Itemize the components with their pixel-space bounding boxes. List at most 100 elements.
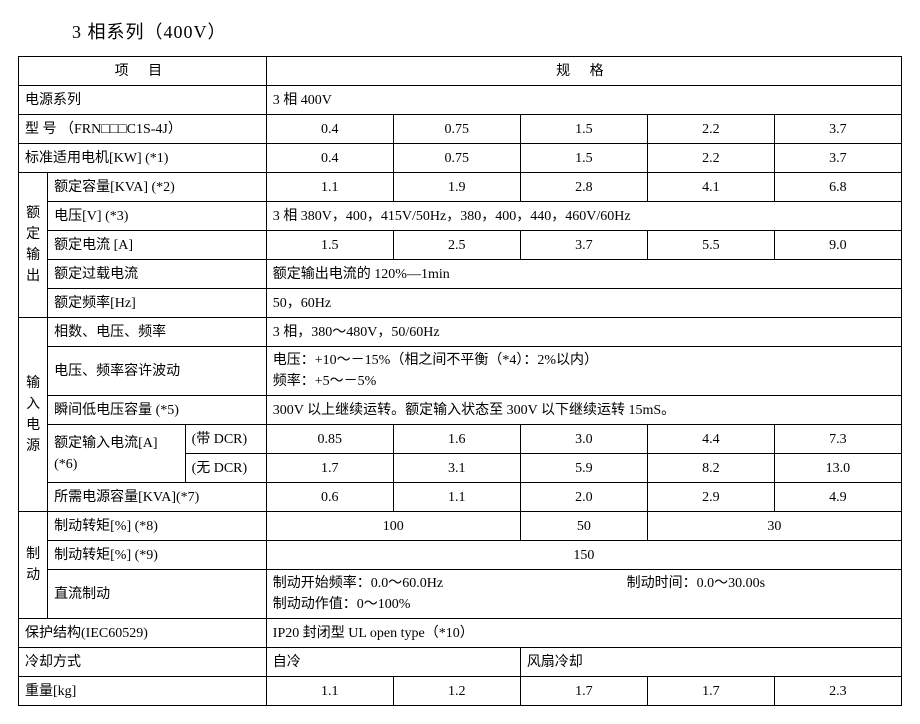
- cooling-label: 冷却方式: [19, 648, 267, 677]
- model-val-3: 2.2: [647, 115, 774, 144]
- ip-nd-0: 1.7: [266, 454, 393, 483]
- ro-cur-4: 9.0: [774, 231, 901, 260]
- ro-freq-label: 额定频率[Hz]: [48, 289, 267, 318]
- ip-wd-3: 4.4: [647, 425, 774, 454]
- input-power-group-label: 输入电源: [19, 318, 48, 512]
- ip-nd-1: 3.1: [393, 454, 520, 483]
- model-val-1: 0.75: [393, 115, 520, 144]
- ip-moment-label: 瞬间低电压容量 (*5): [48, 396, 267, 425]
- ip-withdcr-label: (带 DCR): [185, 425, 266, 454]
- protection-label: 保护结构(IEC60529): [19, 619, 267, 648]
- ro-overload-value: 额定输出电流的 120%—1min: [266, 260, 901, 289]
- ip-sc-1: 1.1: [393, 483, 520, 512]
- row-ro-frequency: 额定频率[Hz] 50，60Hz: [19, 289, 902, 318]
- ro-cap-1: 1.9: [393, 173, 520, 202]
- ip-sc-3: 2.9: [647, 483, 774, 512]
- br-dc-line1b: 制动时间：0.0～30.00s: [627, 573, 765, 594]
- row-br-dc: 直流制动 制动开始频率：0.0～60.0Hz 制动时间：0.0～30.00s 制…: [19, 570, 902, 619]
- ip-fluct-label: 电压、频率容许波动: [48, 347, 267, 396]
- page-title: 3 相系列（400V）: [18, 12, 902, 56]
- br-dc-line1a: 制动开始频率：0.0～60.0Hz: [273, 573, 443, 594]
- row-ro-capacity: 额定输出 额定容量[KVA] (*2) 1.1 1.9 2.8 4.1 6.8: [19, 173, 902, 202]
- br-t8-label: 制动转矩[%] (*8): [48, 512, 267, 541]
- br-dc-line2: 制动动作值：0～100%: [273, 597, 411, 612]
- ip-fluct-line1: 电压：+10～－15%（相之间不平衡（*4）：2%以内）: [273, 353, 598, 368]
- ro-cur-3: 5.5: [647, 231, 774, 260]
- br-dc-label: 直流制动: [48, 570, 267, 619]
- header-item: 项 目: [19, 57, 267, 86]
- br-t9-label: 制动转矩[%] (*9): [48, 541, 267, 570]
- ip-nd-3: 8.2: [647, 454, 774, 483]
- std-motor-val-3: 2.2: [647, 144, 774, 173]
- br-t8-1: 50: [520, 512, 647, 541]
- braking-group-label: 制动: [19, 512, 48, 619]
- row-br-torque8: 制动 制动转矩[%] (*8) 100 50 30: [19, 512, 902, 541]
- row-ip-momentary: 瞬间低电压容量 (*5) 300V 以上继续运转。额定输入状态至 300V 以下…: [19, 396, 902, 425]
- row-weight: 重量[kg] 1.1 1.2 1.7 1.7 2.3: [19, 677, 902, 706]
- br-dc-value: 制动开始频率：0.0～60.0Hz 制动时间：0.0～30.00s 制动动作值：…: [266, 570, 901, 619]
- ip-nodcr-label: (无 DCR): [185, 454, 266, 483]
- ro-capacity-label: 额定容量[KVA] (*2): [48, 173, 267, 202]
- weight-label: 重量[kg]: [19, 677, 267, 706]
- model-val-2: 1.5: [520, 115, 647, 144]
- ip-sc-0: 0.6: [266, 483, 393, 512]
- table-header-row: 项 目 规 格: [19, 57, 902, 86]
- std-motor-label: 标准适用电机[KW] (*1): [19, 144, 267, 173]
- ro-cap-4: 6.8: [774, 173, 901, 202]
- row-std-motor: 标准适用电机[KW] (*1) 0.4 0.75 1.5 2.2 3.7: [19, 144, 902, 173]
- model-val-4: 3.7: [774, 115, 901, 144]
- power-series-value: 3 相 400V: [266, 86, 901, 115]
- ip-wd-1: 1.6: [393, 425, 520, 454]
- cooling-fan: 风扇冷却: [520, 648, 901, 677]
- br-t8-0: 100: [266, 512, 520, 541]
- row-model: 型 号 （FRN□□□C1S-4J） 0.4 0.75 1.5 2.2 3.7: [19, 115, 902, 144]
- weight-2: 1.7: [520, 677, 647, 706]
- ip-nd-4: 13.0: [774, 454, 901, 483]
- br-t8-2: 30: [647, 512, 901, 541]
- power-series-label: 电源系列: [19, 86, 267, 115]
- ip-fluct-value: 电压：+10～－15%（相之间不平衡（*4）：2%以内） 频率：+5～－5%: [266, 347, 901, 396]
- ip-wd-4: 7.3: [774, 425, 901, 454]
- row-ip-withdcr: 额定输入电流[A] (*6) (带 DCR) 0.85 1.6 3.0 4.4 …: [19, 425, 902, 454]
- row-ip-supply: 所需电源容量[KVA](*7) 0.6 1.1 2.0 2.9 4.9: [19, 483, 902, 512]
- row-ro-overload: 额定过载电流 额定输出电流的 120%—1min: [19, 260, 902, 289]
- row-protection: 保护结构(IEC60529) IP20 封闭型 UL open type（*10…: [19, 619, 902, 648]
- ip-nd-2: 5.9: [520, 454, 647, 483]
- std-motor-val-1: 0.75: [393, 144, 520, 173]
- row-cooling: 冷却方式 自冷 风扇冷却: [19, 648, 902, 677]
- model-val-0: 0.4: [266, 115, 393, 144]
- ip-phases-value: 3 相，380～480V，50/60Hz: [266, 318, 901, 347]
- row-power-series: 电源系列 3 相 400V: [19, 86, 902, 115]
- ip-sc-2: 2.0: [520, 483, 647, 512]
- ro-overload-label: 额定过载电流: [48, 260, 267, 289]
- spec-table: 项 目 规 格 电源系列 3 相 400V 型 号 （FRN□□□C1S-4J）…: [18, 56, 902, 706]
- rated-output-group-label: 额定输出: [19, 173, 48, 318]
- ro-cur-2: 3.7: [520, 231, 647, 260]
- ro-cur-0: 1.5: [266, 231, 393, 260]
- row-ro-current: 额定电流 [A] 1.5 2.5 3.7 5.5 9.0: [19, 231, 902, 260]
- header-spec: 规 格: [266, 57, 901, 86]
- weight-1: 1.2: [393, 677, 520, 706]
- ro-cap-0: 1.1: [266, 173, 393, 202]
- ip-rated-input-label: 额定输入电流[A] (*6): [48, 425, 185, 483]
- ip-moment-value: 300V 以上继续运转。额定输入状态至 300V 以下继续运转 15mS。: [266, 396, 901, 425]
- protection-value: IP20 封闭型 UL open type（*10）: [266, 619, 901, 648]
- ip-wd-0: 0.85: [266, 425, 393, 454]
- weight-4: 2.3: [774, 677, 901, 706]
- ro-voltage-value: 3 相 380V，400，415V/50Hz，380，400，440，460V/…: [266, 202, 901, 231]
- row-ip-fluctuation: 电压、频率容许波动 电压：+10～－15%（相之间不平衡（*4）：2%以内） 频…: [19, 347, 902, 396]
- ip-supply-label: 所需电源容量[KVA](*7): [48, 483, 267, 512]
- std-motor-val-2: 1.5: [520, 144, 647, 173]
- ro-cap-2: 2.8: [520, 173, 647, 202]
- weight-3: 1.7: [647, 677, 774, 706]
- br-t9-value: 150: [266, 541, 901, 570]
- std-motor-val-4: 3.7: [774, 144, 901, 173]
- row-br-torque9: 制动转矩[%] (*9) 150: [19, 541, 902, 570]
- cooling-self: 自冷: [266, 648, 520, 677]
- model-label: 型 号 （FRN□□□C1S-4J）: [19, 115, 267, 144]
- ro-current-label: 额定电流 [A]: [48, 231, 267, 260]
- ip-sc-4: 4.9: [774, 483, 901, 512]
- ip-fluct-line2: 频率：+5～－5%: [273, 374, 377, 389]
- ro-freq-value: 50，60Hz: [266, 289, 901, 318]
- ro-voltage-label: 电压[V] (*3): [48, 202, 267, 231]
